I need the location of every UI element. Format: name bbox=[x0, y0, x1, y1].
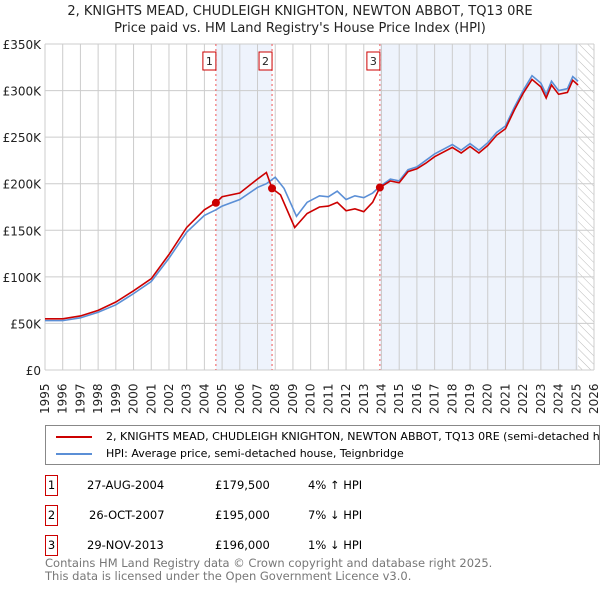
x-tick-label: 2021 bbox=[498, 383, 512, 414]
x-tick-label: 2003 bbox=[180, 383, 194, 414]
x-tick-label: 2017 bbox=[428, 383, 442, 414]
sale-date: 26-OCT-2007 bbox=[89, 508, 165, 522]
x-tick-label: 2020 bbox=[481, 383, 495, 414]
x-tick-label: 2006 bbox=[233, 383, 247, 414]
x-tick-label: 2013 bbox=[357, 383, 371, 414]
shaded-period bbox=[379, 44, 579, 370]
sale-row: 3 29-NOV-2013 £196,000 1% ↓ HPI bbox=[45, 535, 545, 557]
sale-date: 27-AUG-2004 bbox=[87, 478, 165, 492]
x-tick-label: 2023 bbox=[534, 383, 548, 414]
x-tick-label: 2025 bbox=[569, 383, 583, 414]
footer: Contains HM Land Registry data © Crown c… bbox=[45, 557, 492, 583]
footer-line: This data is licensed under the Open Gov… bbox=[45, 569, 412, 583]
property-price-line bbox=[45, 78, 579, 320]
sale-row: 1 27-AUG-2004 £179,500 4% ↑ HPI bbox=[45, 475, 545, 497]
price-chart: 1995 1996 1997 1998 1999 2000 2001 2002 2003 2004… bbox=[3, 38, 600, 414]
legend-swatch-property bbox=[56, 436, 92, 438]
hpi-line bbox=[45, 74, 579, 322]
sale-marker-badge: 1 bbox=[45, 475, 58, 496]
sale-point bbox=[268, 184, 277, 193]
x-tick-label: 2007 bbox=[251, 383, 265, 414]
y-tick-label: £250K bbox=[3, 131, 43, 145]
chart-subtitle: Price paid vs. HM Land Registry's House … bbox=[114, 21, 486, 36]
x-tick-label: 2001 bbox=[144, 383, 158, 414]
sale-hpi-diff: 1% ↓ HPI bbox=[308, 538, 363, 552]
sale-marker-label: 3 bbox=[370, 55, 377, 68]
sale-marker-badge: 2 bbox=[45, 505, 58, 526]
x-tick-label: 2008 bbox=[268, 383, 282, 414]
y-tick-label: £0 bbox=[26, 364, 41, 378]
sale-price: £179,500 bbox=[215, 478, 270, 492]
sale-point bbox=[211, 198, 220, 207]
sale-row: 2 26-OCT-2007 £195,000 7% ↓ HPI bbox=[45, 505, 545, 527]
x-tick-label: 2009 bbox=[286, 383, 300, 414]
sale-point bbox=[375, 183, 384, 192]
x-tick-label: 2000 bbox=[127, 383, 141, 414]
x-tick-label: 2015 bbox=[392, 383, 406, 414]
x-tick-label: 2012 bbox=[339, 383, 353, 414]
x-tick-label: 2004 bbox=[197, 383, 211, 414]
sale-price: £196,000 bbox=[215, 538, 270, 552]
x-tick-label: 2026 bbox=[587, 383, 600, 414]
x-tick-label: 1998 bbox=[91, 383, 105, 414]
x-tick-label: 2018 bbox=[445, 383, 459, 414]
sale-marker-label: 2 bbox=[262, 55, 269, 68]
x-tick-label: 2016 bbox=[410, 383, 424, 414]
x-tick-label: 2019 bbox=[463, 383, 477, 414]
x-tick-label: 1995 bbox=[38, 383, 52, 414]
y-tick-label: £200K bbox=[3, 178, 43, 192]
sale-marker-box bbox=[258, 51, 273, 71]
chart-title: 2, KNIGHTS MEAD, CHUDLEIGH KNIGHTON, NEW… bbox=[67, 4, 533, 19]
shaded-period bbox=[215, 44, 273, 370]
sale-marker-label: 1 bbox=[206, 55, 213, 68]
footer-line: Contains HM Land Registry data © Crown c… bbox=[45, 556, 493, 570]
x-tick-label: 2005 bbox=[215, 383, 229, 414]
x-tick-label: 1996 bbox=[56, 383, 70, 414]
x-tick-label: 2010 bbox=[304, 383, 318, 414]
sale-hpi-diff: 4% ↑ HPI bbox=[308, 478, 363, 492]
y-tick-label: £100K bbox=[3, 271, 43, 285]
x-tick-label: 1999 bbox=[109, 383, 123, 414]
y-tick-label: £150K bbox=[3, 224, 43, 238]
legend-label-hpi: HPI: Average price, semi-detached house,… bbox=[106, 447, 404, 460]
y-tick-label: £50K bbox=[10, 317, 42, 331]
legend-label-property: 2, KNIGHTS MEAD, CHUDLEIGH KNIGHTON, NEW… bbox=[106, 430, 600, 443]
x-tick-label: 2024 bbox=[552, 383, 566, 414]
sale-marker-badge: 3 bbox=[45, 535, 58, 556]
y-tick-label: £300K bbox=[3, 85, 43, 99]
x-tick-label: 2014 bbox=[374, 383, 388, 414]
x-tick-label: 2022 bbox=[516, 383, 530, 414]
sale-marker-box bbox=[202, 51, 217, 71]
sale-marker-box bbox=[366, 51, 381, 71]
x-tick-label: 2002 bbox=[162, 383, 176, 414]
legend: 2, KNIGHTS MEAD, CHUDLEIGH KNIGHTON, NEW… bbox=[45, 425, 600, 465]
x-tick-label: 2011 bbox=[321, 383, 335, 414]
legend-swatch-hpi bbox=[56, 453, 92, 455]
sale-price: £195,000 bbox=[215, 508, 270, 522]
sale-hpi-diff: 7% ↓ HPI bbox=[308, 508, 363, 522]
y-tick-label: £350K bbox=[3, 38, 43, 52]
forecast-hatch bbox=[578, 44, 594, 370]
x-tick-label: 1997 bbox=[73, 383, 87, 414]
sale-date: 29-NOV-2013 bbox=[87, 538, 164, 552]
